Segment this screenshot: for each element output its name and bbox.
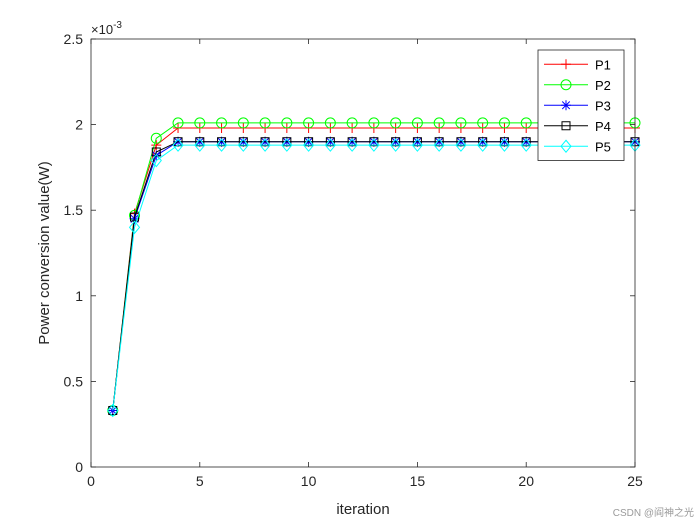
data-point <box>434 137 444 147</box>
y-axis-label: Power conversion value(W) <box>36 161 53 344</box>
x-tick-label: 5 <box>196 473 204 489</box>
data-point <box>194 138 206 152</box>
data-point <box>238 137 248 147</box>
data-point <box>281 138 293 152</box>
data-point <box>455 117 467 129</box>
data-point <box>390 117 402 129</box>
data-point <box>520 138 532 152</box>
data-point <box>520 117 532 129</box>
y-axis-exponent: ×10-3 <box>91 20 122 37</box>
data-point <box>412 137 422 147</box>
data-point <box>560 79 572 91</box>
data-point <box>151 150 162 161</box>
data-point <box>325 137 335 147</box>
data-point <box>215 138 228 152</box>
data-point <box>150 153 162 168</box>
watermark: CSDN @阎神之光 <box>613 506 694 519</box>
legend: P1 P2 P3 P4 P5 <box>537 49 625 161</box>
data-point <box>107 403 119 418</box>
y-tick-label: 1 <box>75 288 83 304</box>
data-point <box>561 59 571 70</box>
data-point <box>302 138 315 152</box>
data-point <box>477 138 489 152</box>
y-tick-label: 0 <box>75 459 83 475</box>
data-point <box>260 137 270 147</box>
plot-box <box>90 38 636 468</box>
data-point <box>347 137 357 147</box>
y-tick-label: 1.5 <box>64 202 84 218</box>
data-point <box>346 117 358 129</box>
data-point <box>561 121 571 131</box>
y-tick-label: 2 <box>75 117 83 133</box>
axes-layer: 0 5 10 15 20 25 0 0.5 1 1.5 2 2.5 <box>64 31 643 489</box>
data-point <box>217 137 227 147</box>
data-point <box>478 137 488 147</box>
data-point <box>560 139 572 154</box>
data-point <box>303 117 315 129</box>
data-point <box>369 137 379 147</box>
legend-entry-p4: P4 <box>544 119 611 134</box>
data-point <box>282 137 292 147</box>
data-point <box>324 117 336 129</box>
data-point <box>433 138 445 152</box>
x-tick-label: 0 <box>87 473 95 489</box>
data-point <box>151 147 161 157</box>
legend-entry-p2: P2 <box>544 78 611 93</box>
data-point <box>477 117 489 129</box>
x-tick-label: 15 <box>410 473 426 489</box>
legend-label: P3 <box>595 98 611 113</box>
x-axis-label: iteration <box>336 501 389 518</box>
x-tick-label: 10 <box>301 473 317 489</box>
y-tick-label: 0.5 <box>64 373 84 389</box>
data-point <box>150 132 162 144</box>
data-point <box>216 117 228 129</box>
y-tick-label: 2.5 <box>64 31 84 47</box>
data-point <box>172 138 184 152</box>
data-point <box>391 137 401 147</box>
data-point <box>499 137 509 147</box>
data-point <box>498 117 510 129</box>
legend-entry-p3: P3 <box>544 98 611 113</box>
data-point <box>456 137 466 147</box>
data-point <box>346 138 358 152</box>
data-point <box>324 138 337 152</box>
x-tick-label: 25 <box>627 473 643 489</box>
data-point <box>237 138 249 152</box>
data-point <box>411 117 423 129</box>
legend-label: P1 <box>595 57 611 72</box>
data-point <box>195 137 205 147</box>
data-point <box>259 117 271 129</box>
legend-label: P5 <box>595 139 611 154</box>
data-point <box>411 138 424 152</box>
data-point <box>455 138 467 152</box>
data-point <box>389 138 402 152</box>
data-point <box>521 137 531 147</box>
x-tick-label: 20 <box>518 473 534 489</box>
data-point <box>194 117 206 129</box>
legend-entry-p5: P5 <box>544 139 611 154</box>
data-point <box>368 117 380 129</box>
data-point <box>237 117 249 129</box>
data-point <box>368 138 380 152</box>
legend-entry-p1: P1 <box>544 57 611 72</box>
legend-label: P2 <box>595 78 611 93</box>
data-point <box>304 137 314 147</box>
y-exponent-base: ×10 <box>91 22 113 37</box>
data-point <box>259 138 271 152</box>
legend-label: P4 <box>595 119 611 134</box>
data-point <box>561 100 571 111</box>
data-point <box>107 405 118 416</box>
data-point <box>281 117 293 129</box>
y-exponent-power: -3 <box>113 20 122 31</box>
data-point <box>172 117 184 129</box>
data-point <box>498 138 511 152</box>
data-point <box>128 220 141 235</box>
data-point <box>433 117 445 129</box>
